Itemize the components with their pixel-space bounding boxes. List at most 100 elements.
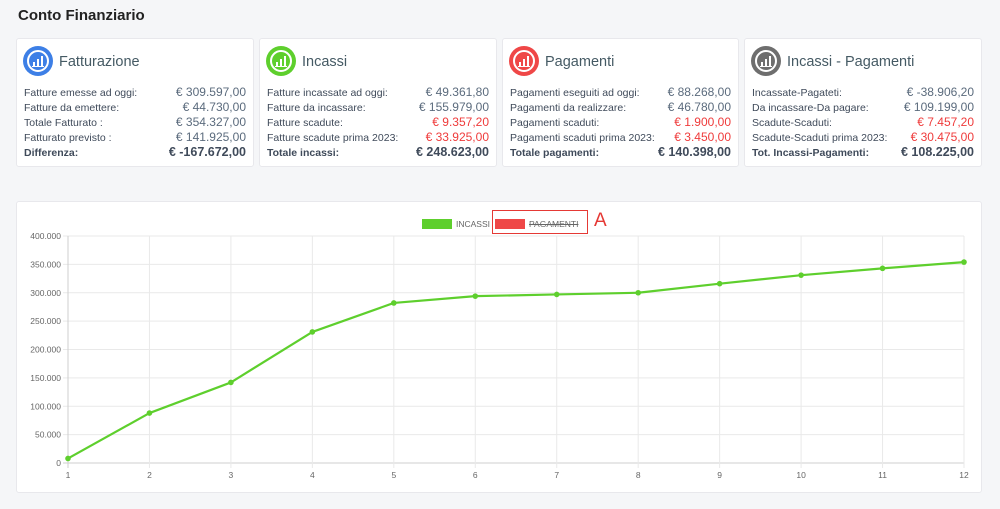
data-point (228, 379, 234, 386)
card-row: Totale Fatturato : € 354.327,00 (24, 115, 246, 130)
y-tick-label: 250.000 (30, 316, 61, 326)
data-point (879, 265, 886, 272)
card-row: Fatture scadute: € 9.357,20 (267, 115, 489, 130)
data-point (798, 272, 804, 278)
row-value: € 155.979,00 (418, 100, 489, 114)
page-title: Conto Finanziario (18, 7, 145, 24)
row-value: € 1.900,00 (674, 115, 731, 129)
y-tick-label: 0 (56, 458, 61, 468)
legend-swatch-pagamenti (495, 219, 525, 229)
card-row: Incassate-Pagateti: € -38.906,20 (752, 85, 974, 100)
row-label: Fatture incassate ad oggi: (267, 87, 388, 99)
x-tick-label: 10 (796, 470, 806, 480)
x-tick-label: 1 (66, 470, 71, 480)
row-value: € 248.623,00 (416, 145, 489, 159)
row-label: Fatture scadute prima 2023: (267, 132, 399, 144)
row-label: Fatture emesse ad oggi: (24, 87, 138, 99)
data-point (635, 289, 641, 296)
row-value: € 44.730,00 (182, 100, 246, 114)
card-row: Fatture scadute prima 2023: € 33.925,00 (267, 130, 489, 145)
incassi-pagamenti-bar-chart-icon (751, 46, 781, 76)
card-row: Pagamenti scaduti: € 1.900,00 (510, 115, 731, 130)
row-label: Differenza: (24, 147, 79, 159)
row-value: € -38.906,20 (906, 85, 974, 99)
card-incassi: Incassi Fatture incassate ad oggi: € 49.3… (259, 38, 497, 167)
row-value: € -167.672,00 (168, 145, 246, 159)
row-label: Totale incassi: (267, 147, 340, 159)
row-label: Fatture scadute: (267, 117, 343, 129)
card-row: Pagamenti scaduti prima 2023: € 3.450,00 (510, 130, 731, 145)
row-value: € 108.225,00 (901, 145, 974, 159)
row-label: Fatturato previsto : (24, 132, 112, 144)
annotation-letter: A (594, 210, 607, 231)
data-point (146, 410, 153, 416)
legend-item-incassi[interactable]: INCASSI (422, 218, 490, 230)
data-point (472, 293, 479, 299)
card-row: Fatturato previsto : € 141.925,00 (24, 130, 246, 145)
card-row: Pagamenti eseguiti ad oggi: € 88.268,00 (510, 85, 731, 100)
row-value: € 3.450,00 (674, 130, 731, 144)
x-tick-label: 3 (229, 470, 234, 480)
legend-item-pagamenti[interactable]: PAGAMENTI (495, 218, 578, 230)
row-label: Da incassare-Da pagare: (752, 102, 869, 114)
row-value: € 46.780,00 (667, 100, 731, 114)
card-total-row: Tot. Incassi-Pagamenti: € 108.225,00 (752, 145, 974, 160)
row-value: € 140.398,00 (658, 145, 731, 159)
row-value: € 309.597,00 (175, 85, 246, 99)
data-point (65, 455, 71, 462)
row-label: Pagamenti scaduti prima 2023: (510, 132, 655, 144)
y-tick-label: 50.000 (35, 430, 61, 440)
x-tick-label: 8 (636, 470, 641, 480)
row-label: Pagamenti scaduti: (510, 117, 600, 129)
row-label: Tot. Incassi-Pagamenti: (752, 147, 870, 159)
row-value: € 49.361,80 (425, 85, 489, 99)
card-row: Fatture emesse ad oggi: € 309.597,00 (24, 85, 246, 100)
row-label: Fatture da incassare: (267, 102, 366, 114)
card-title: Incassi (302, 54, 348, 70)
data-point (553, 291, 560, 298)
row-value: € 33.925,00 (425, 130, 489, 144)
row-label: Incassate-Pagateti: (752, 87, 842, 99)
x-tick-label: 12 (959, 470, 969, 480)
pagamenti-bar-chart-icon (509, 46, 539, 76)
x-tick-label: 4 (310, 470, 315, 480)
row-value: € 30.475,00 (910, 130, 974, 144)
row-label: Pagamenti da realizzare: (510, 102, 627, 114)
legend-label-pagamenti: PAGAMENTI (529, 219, 579, 229)
data-point (391, 300, 397, 306)
series-line-incassi (67, 261, 965, 460)
chart-card: INCASSI PAGAMENTI A 0 50.000 100.000 150.00… (16, 201, 982, 493)
card-row: Scadute-Scaduti: € 7.457,20 (752, 115, 974, 130)
card-total-row: Differenza: € -167.672,00 (24, 145, 246, 160)
row-label: Pagamenti eseguiti ad oggi: (510, 87, 640, 99)
y-tick-label: 150.000 (30, 373, 61, 383)
legend-label-incassi: INCASSI (456, 219, 491, 229)
y-tick-label: 100.000 (30, 401, 61, 411)
row-label: Scadute-Scaduti prima 2023: (752, 132, 888, 144)
row-value: € 109.199,00 (903, 100, 974, 114)
x-tick-label: 6 (473, 470, 478, 480)
line-chart: 0 50.000 100.000 150.000 200.000 250.000 300.0… (30, 231, 969, 480)
card-row: Scadute-Scaduti prima 2023: € 30.475,00 (752, 130, 974, 145)
row-label: Fatture da emettere: (24, 102, 120, 114)
card-pagamenti: Pagamenti Pagamenti eseguiti ad oggi: € 8… (502, 38, 739, 167)
y-tick-label: 200.000 (30, 345, 61, 355)
incassi-bar-chart-icon (266, 46, 296, 76)
y-tick-label: 350.000 (30, 259, 61, 269)
card-row: Pagamenti da realizzare: € 46.780,00 (510, 100, 731, 115)
annotation-box (492, 210, 588, 234)
x-tick-label: 7 (554, 470, 559, 480)
card-fatturazione: Fatturazione Fatture emesse ad oggi: € 30… (16, 38, 254, 167)
card-row: Da incassare-Da pagare: € 109.199,00 (752, 100, 974, 115)
card-total-row: Totale incassi: € 248.623,00 (267, 145, 489, 160)
card-title: Incassi - Pagamenti (787, 54, 915, 70)
card-title: Fatturazione (59, 54, 140, 70)
y-tick-label: 400.000 (30, 231, 61, 241)
row-label: Scadute-Scaduti: (752, 117, 832, 129)
row-value: € 7.457,20 (917, 115, 974, 129)
card-total-row: Totale pagamenti: € 140.398,00 (510, 145, 731, 160)
legend-swatch-incassi (422, 219, 452, 229)
data-point (716, 280, 723, 287)
row-value: € 9.357,20 (432, 115, 489, 129)
x-tick-label: 11 (878, 470, 887, 480)
